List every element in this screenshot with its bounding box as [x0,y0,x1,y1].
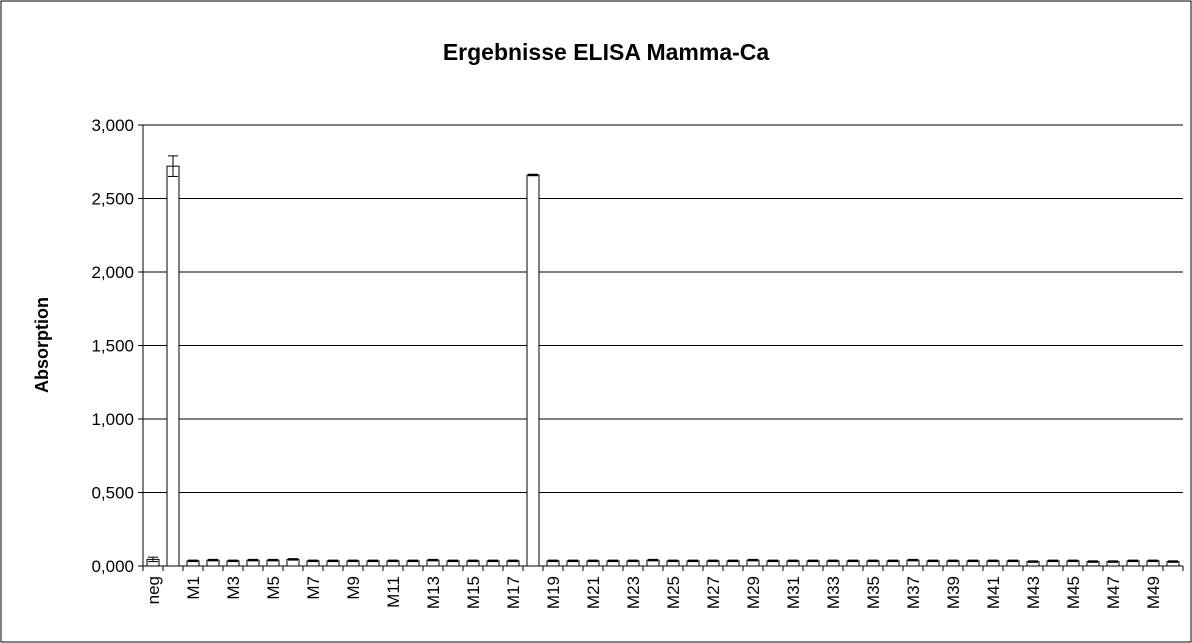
x-tick-label: M23 [624,576,643,609]
error-bar [868,559,878,563]
error-bar [648,558,658,562]
error-bar [568,559,578,563]
x-tick-label: M1 [184,576,203,600]
x-tick-label: M3 [224,576,243,600]
x-tick-label: M27 [704,576,723,609]
error-bar [1168,560,1178,563]
error-bar [1048,559,1058,563]
error-bar [308,559,318,563]
bar [166,165,180,567]
x-tick-label: M9 [344,576,363,600]
y-tick-label: 3,000 [91,116,134,135]
error-bar [788,559,798,563]
x-tick-label: neg [144,576,163,604]
error-bar [348,559,358,563]
error-bar [488,559,498,563]
y-axis-title: Absorption [32,297,52,393]
error-bar [748,558,758,562]
error-bar [428,558,438,562]
x-tick-label: M49 [1144,576,1163,609]
x-tick-label: M11 [384,576,403,608]
error-bar [948,559,958,563]
error-bar [548,559,558,563]
x-tick-label: M15 [464,576,483,609]
error-bar [168,155,178,177]
x-tick-label: M31 [784,576,803,609]
x-tick-label: M37 [904,576,923,609]
error-bar [448,559,458,563]
y-tick-label: 2,500 [91,190,134,209]
x-tick-label: M5 [264,576,283,600]
x-tick-label: M35 [864,576,883,609]
x-tick-label: M19 [544,576,563,609]
error-bar [708,559,718,563]
error-bar [328,559,338,563]
error-bar [188,559,198,563]
x-tick-label: M33 [824,576,843,609]
y-tick-label: 1,500 [91,337,134,356]
chart-title: Ergebnisse ELISA Mamma-Ca [443,39,770,65]
error-bar [1068,559,1078,563]
error-bar [588,559,598,563]
error-bar [268,558,278,562]
error-bar [528,173,538,177]
error-bar [148,556,158,563]
error-bar [1128,559,1138,563]
error-bar [288,558,298,561]
error-bar [368,559,378,563]
y-tick-label: 2,000 [91,263,134,282]
error-bar [688,559,698,563]
error-bar [848,559,858,563]
error-bar [388,559,398,563]
x-tick-label: M21 [584,576,603,609]
error-bar [628,559,638,563]
x-tick-label: M25 [664,576,683,609]
x-tick-label: M13 [424,576,443,609]
error-bar [928,559,938,563]
error-bar [768,559,778,563]
error-bar [608,559,618,563]
error-bar [1108,560,1118,563]
x-tick-label: M17 [504,576,523,609]
error-bar [668,559,678,563]
error-bar [1008,559,1018,563]
x-tick-label: M47 [1104,576,1123,609]
error-bar [208,558,218,562]
x-tick-label: M43 [1024,576,1043,609]
y-tick-label: 0,500 [91,484,134,503]
error-bar [408,559,418,563]
error-bar [728,559,738,563]
y-tick-label: 0,000 [91,557,134,576]
y-tick-label: 1,000 [91,410,134,429]
error-bar [1028,560,1038,563]
error-bar [828,559,838,563]
x-tick-label: M45 [1064,576,1083,609]
error-bar [228,559,238,563]
error-bar [508,559,518,563]
error-bar [808,559,818,563]
error-bar [1148,559,1158,563]
error-bar [888,559,898,563]
bar [526,174,540,567]
error-bar [908,558,918,562]
error-bar [468,559,478,563]
error-bar [1088,560,1098,563]
x-tick-label: M41 [984,576,1003,609]
error-bar [968,559,978,563]
error-bar [988,559,998,563]
x-tick-label: M29 [744,576,763,609]
x-tick-label: M7 [304,576,323,600]
error-bar [248,558,258,562]
x-tick-label: M39 [944,576,963,609]
